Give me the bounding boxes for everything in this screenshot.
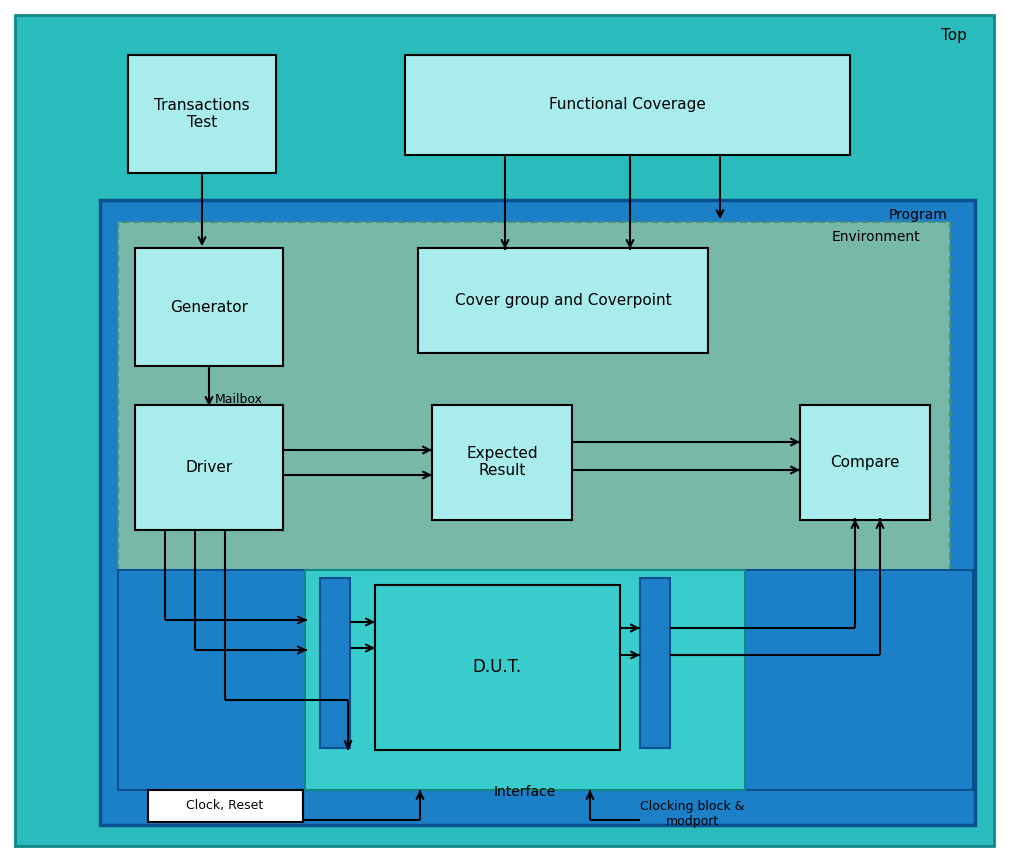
Bar (128, 55, 276, 173)
Text: Mailbox: Mailbox (215, 393, 263, 406)
Bar (305, 570, 745, 790)
Bar (418, 248, 708, 353)
Text: Top: Top (941, 28, 967, 43)
Bar (405, 55, 850, 155)
Bar (100, 200, 975, 825)
Text: Interface: Interface (493, 785, 556, 799)
Bar (800, 405, 930, 520)
Bar (320, 578, 350, 748)
Bar (135, 405, 283, 530)
Text: D.U.T.: D.U.T. (472, 658, 522, 676)
Text: Cover group and Coverpoint: Cover group and Coverpoint (455, 293, 671, 307)
Bar (375, 585, 620, 750)
Text: Transactions
Test: Transactions Test (154, 98, 250, 130)
Text: Generator: Generator (170, 300, 248, 314)
Bar (135, 248, 283, 366)
Bar (432, 405, 572, 520)
Text: Driver: Driver (186, 460, 233, 474)
Text: Functional Coverage: Functional Coverage (549, 97, 705, 113)
Bar (148, 790, 303, 822)
Text: Program: Program (889, 208, 948, 222)
Bar (640, 578, 670, 748)
Text: Environment: Environment (831, 230, 920, 244)
Text: Clock, Reset: Clock, Reset (187, 800, 263, 813)
Text: Compare: Compare (830, 455, 900, 469)
Bar (118, 570, 306, 790)
Text: Clocking block &
modport: Clocking block & modport (640, 800, 745, 828)
Text: Expected
Result: Expected Result (466, 446, 538, 478)
Bar (745, 570, 973, 790)
Bar (118, 222, 950, 590)
